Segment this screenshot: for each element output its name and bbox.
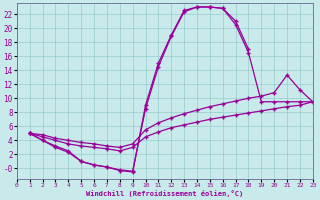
- X-axis label: Windchill (Refroidissement éolien,°C): Windchill (Refroidissement éolien,°C): [86, 190, 244, 197]
